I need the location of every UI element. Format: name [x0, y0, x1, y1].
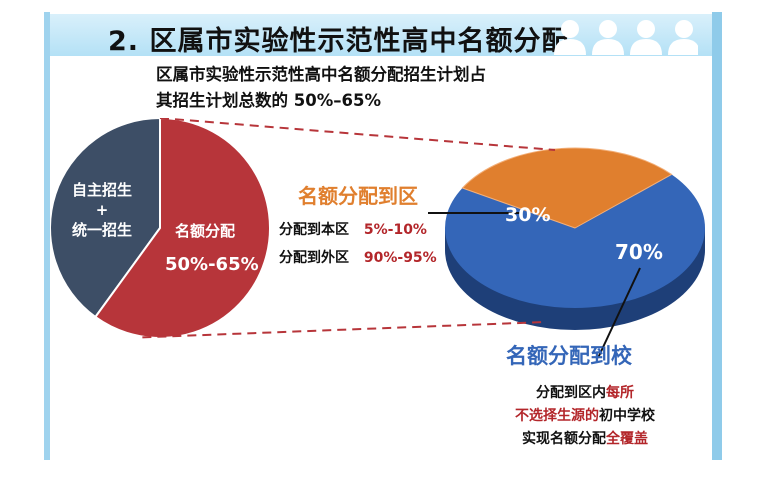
district-row-1-label: 分配到本区: [279, 222, 349, 238]
district-row-2-value: 90%-95%: [363, 250, 437, 266]
school-note-3: 实现名额分配全覆盖: [490, 428, 680, 451]
district-slice-value: 30%: [505, 204, 551, 226]
subtitle-line-1: 区属市实验性示范性高中名额分配招生计划占: [156, 65, 486, 84]
school-note-1-highlight: 每所: [606, 385, 634, 401]
school-note-2-text: 初中学校: [599, 408, 655, 424]
quota-slice-name: 名额分配: [175, 222, 236, 240]
left-slice-line-1: 自主招生: [71, 181, 132, 199]
pie-charts: [50, 118, 705, 359]
left-slice-plus: +: [95, 201, 109, 219]
school-note-1-text: 分配到区内: [536, 385, 606, 401]
subtitle-line-2: 其招生计划总数的 50%–65%: [156, 91, 381, 110]
district-row-2: 分配到外区 90%-95%: [279, 247, 437, 267]
connector-top: [159, 118, 556, 151]
school-notes: 分配到区内每所 不选择生源的初中学校 实现名额分配全覆盖: [490, 382, 680, 451]
school-note-1: 分配到区内每所: [490, 382, 680, 405]
school-note-2-highlight: 不选择生源的: [515, 408, 599, 424]
left-slice-label-group: 自主招生 + 统一招生: [60, 180, 144, 240]
school-note-3-highlight: 全覆盖: [606, 431, 648, 447]
title-banner: 2. 区属市实验性示范性高中名额分配: [50, 14, 712, 57]
school-note-2: 不选择生源的初中学校: [490, 405, 680, 428]
district-row-2-label: 分配到外区: [279, 250, 349, 266]
school-slice-value: 70%: [615, 240, 663, 264]
left-pie-slice-other: [50, 118, 161, 319]
people-icon: [554, 20, 698, 55]
page-title: 2. 区属市实验性示范性高中名额分配: [108, 26, 570, 57]
left-slice-line-2: 统一招生: [71, 221, 132, 239]
right-pie-slice-school: [445, 174, 705, 308]
district-title: 名额分配到区: [298, 184, 418, 208]
school-title: 名额分配到校: [506, 344, 632, 368]
school-callout-line: [597, 267, 641, 359]
school-note-3-text: 实现名额分配: [522, 431, 606, 447]
right-pie-slice-district: [461, 147, 673, 229]
left-decor-strip: [44, 12, 50, 460]
quota-slice-value: 50%-65%: [165, 254, 259, 275]
district-row-1-value: 5%-10%: [363, 222, 427, 238]
district-row-1: 分配到本区 5%-10%: [279, 219, 427, 239]
connector-bottom: [142, 321, 546, 339]
chart-panel: 自主招生 + 统一招生 名额分配 50%-65% 名额分配到区 分配到本区 5%…: [50, 118, 712, 460]
right-decor-strip: [712, 12, 722, 460]
subtitle: 区属市实验性示范性高中名额分配招生计划占 其招生计划总数的 50%–65%: [156, 62, 486, 114]
